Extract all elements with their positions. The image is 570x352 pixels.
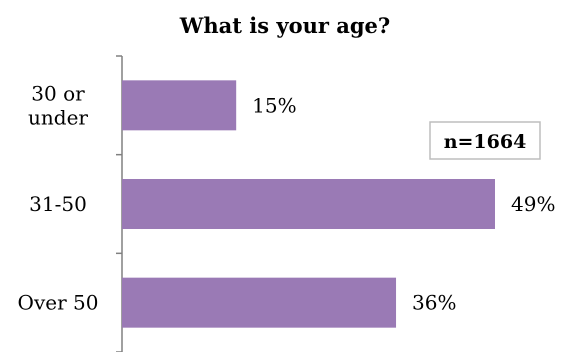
sample-size-label: n=1664	[444, 131, 527, 153]
sample-size-box	[429, 121, 541, 160]
category-label: 30 or under	[28, 81, 88, 129]
chart-title: What is your age?	[179, 13, 390, 38]
labels: 15% 30 or under 49% 31-50 36% Over 50	[18, 81, 556, 314]
bars	[122, 80, 495, 328]
bar	[122, 179, 495, 229]
category-label: 31-50	[29, 192, 87, 216]
category-label: Over 50	[18, 291, 99, 315]
data-label: 49%	[511, 192, 555, 216]
data-label: 15%	[252, 93, 296, 117]
bar	[122, 80, 237, 131]
data-label: 36%	[412, 291, 456, 315]
bar	[122, 277, 397, 328]
y-axis	[116, 55, 123, 352]
